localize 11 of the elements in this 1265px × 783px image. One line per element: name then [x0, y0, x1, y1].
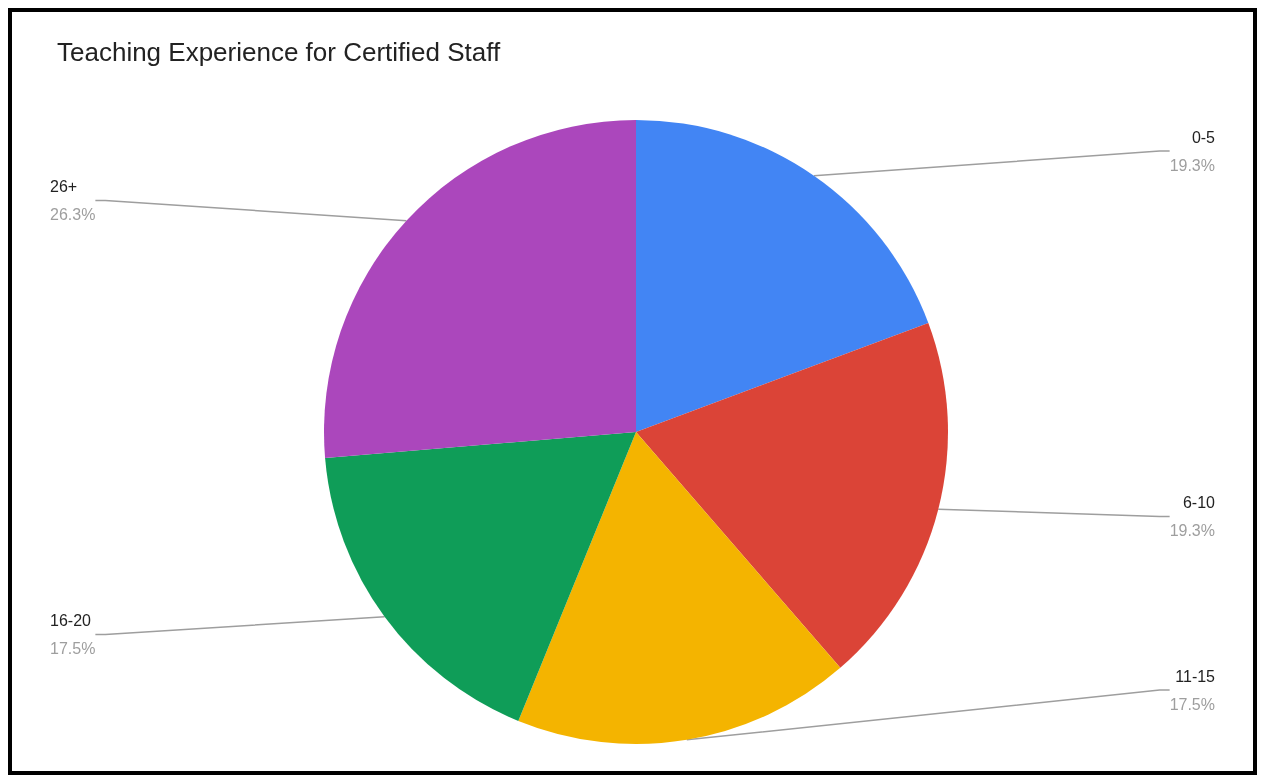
chart-title: Teaching Experience for Certified Staff — [57, 37, 501, 67]
data-label: 19.3% — [1169, 522, 1215, 540]
slice-label: 26+ — [50, 177, 78, 195]
slice-label: 16-20 — [50, 612, 92, 629]
slice-label: 0-5 — [1191, 128, 1216, 146]
data-label: 17.5% — [1169, 695, 1215, 713]
slice-label: 6-10 — [1182, 494, 1216, 512]
data-label: 19.3% — [1169, 156, 1215, 174]
data-label: 17.5% — [50, 640, 96, 657]
slice-label: 11-15 — [1175, 667, 1216, 685]
data-label: 26.3% — [50, 205, 96, 223]
